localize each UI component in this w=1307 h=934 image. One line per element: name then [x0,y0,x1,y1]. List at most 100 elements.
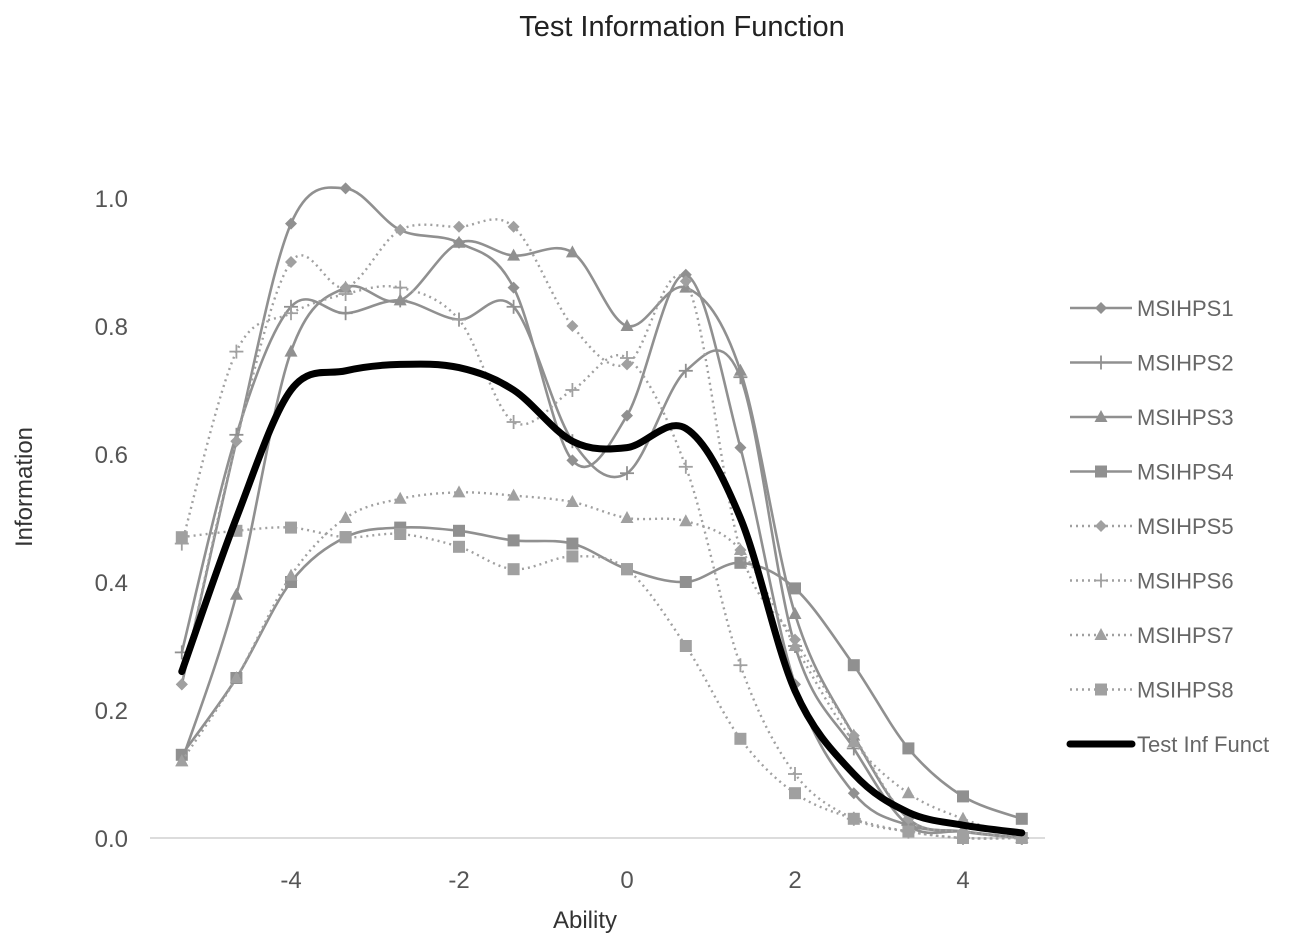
data-point [338,287,353,301]
y-tick-label: 1.0 [95,186,128,213]
data-point [734,441,747,454]
data-point [229,671,243,683]
data-point [285,521,297,534]
x-tick-label: 4 [956,867,969,894]
data-point [452,485,466,498]
y-tick-label: 0.0 [95,826,128,853]
data-point [789,582,801,595]
legend-item: MSIHPS3 [1070,405,1234,430]
data-point [339,511,353,523]
legend-item: MSIHPS5 [1070,514,1234,539]
data-point [453,540,465,553]
data-point [393,491,407,504]
legend-label: MSIHPS8 [1137,678,1234,703]
data-point [902,825,915,838]
legend-label: MSIHPS7 [1137,623,1234,648]
x-tick-label: -2 [448,867,469,894]
data-point [788,607,802,619]
data-point [847,787,860,800]
series-msihps5 [175,218,1028,844]
data-point [1095,465,1107,478]
data-point [788,767,802,781]
series-line [181,526,1022,840]
x-tick-label: -4 [280,867,301,894]
legend-label: MSIHPS3 [1137,405,1234,430]
data-point [620,466,634,481]
y-tick-label: 0.8 [95,314,128,341]
data-point [679,640,692,652]
data-point [175,754,189,767]
data-point [957,790,969,803]
chart-title: Test Information Function [519,11,845,43]
series-line [180,239,1022,840]
legend-item: Test Inf Funct [1066,732,1269,757]
data-point [507,281,520,294]
legend: MSIHPS1 MSIHPS2 MSIHPS3 MSIHPS4 MSIHPS5 MSIHP… [1066,296,1269,757]
y-tick-labels: 0.0 0.2 0.4 0.6 0.8 1.0 [95,186,128,853]
data-point [621,409,633,422]
data-point [733,658,748,673]
data-point [506,299,521,314]
data-point [1094,355,1108,370]
legend-item: MSIHPS2 [1070,351,1234,376]
data-point [847,812,860,825]
legend-label: MSIHPS5 [1137,514,1234,539]
series-line [178,360,1026,837]
data-point [339,531,352,544]
x-tick-label: 2 [788,867,801,894]
data-point [230,435,243,448]
data-point [394,224,407,236]
data-point [1015,812,1028,825]
data-point [393,280,408,295]
x-tick-labels: -4 -2 0 2 4 [280,867,969,894]
legend-label: MSIHPS1 [1137,296,1234,321]
series-msihps1 [175,182,1028,844]
data-point [175,531,188,544]
legend-label: Test Inf Funct [1137,732,1269,757]
data-point [229,344,244,359]
series-msihps4 [175,521,1028,825]
data-point [453,220,465,233]
series-line [180,491,1023,840]
data-point [507,220,520,233]
data-point [1094,628,1108,640]
y-tick-label: 0.2 [95,698,128,725]
data-point [1094,573,1108,588]
data-point [565,245,579,258]
data-point [847,659,860,672]
data-point [1095,520,1107,532]
x-axis-label: Ability [553,907,617,934]
data-point [957,832,969,844]
data-point [565,383,580,397]
data-point [734,732,747,745]
data-point [789,787,801,800]
series-line [180,298,1022,840]
data-point [507,534,520,547]
series-line [180,218,1022,840]
data-point [679,268,692,281]
data-point [620,351,634,365]
legend-label: MSIHPS2 [1137,351,1234,376]
series-test-inf-funct [178,360,1026,837]
series-line [180,526,1023,821]
data-point [393,293,407,306]
data-point [1095,302,1107,314]
data-point [507,488,521,501]
data-point [339,182,352,195]
data-point [565,495,579,507]
data-point [734,556,747,569]
data-point [901,786,915,799]
data-point [902,742,915,755]
data-point [678,459,693,474]
data-point [285,217,297,230]
data-point [506,415,521,429]
series-msihps8 [175,521,1028,844]
data-point [679,576,692,588]
legend-label: MSIHPS6 [1137,569,1234,594]
series-line [180,186,1022,840]
data-point [284,306,298,321]
data-point [507,563,520,576]
series-msihps7 [175,485,1029,843]
